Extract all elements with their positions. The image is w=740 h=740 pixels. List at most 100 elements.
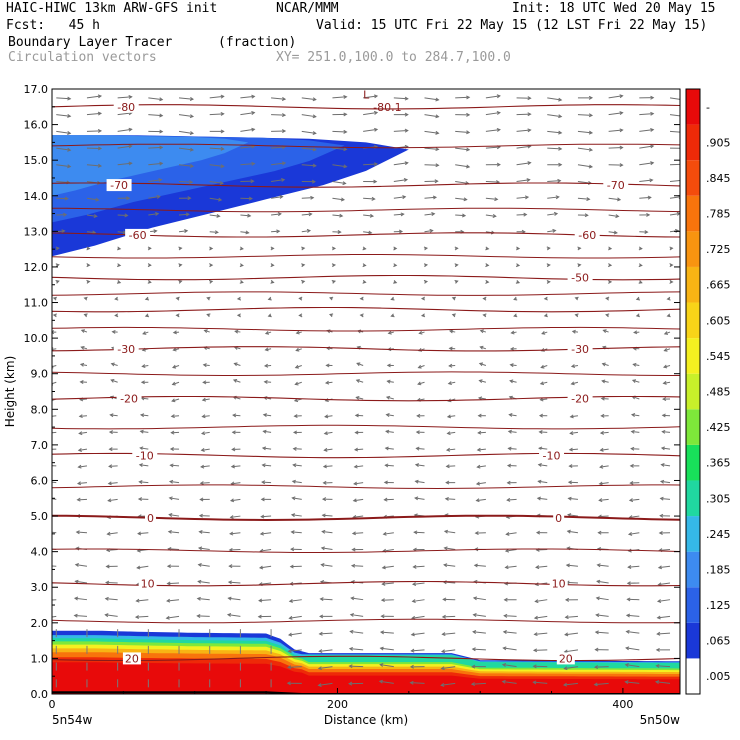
vector-arrowhead: [475, 481, 481, 486]
vector-arrow: [412, 615, 425, 619]
vector-arrowhead: [386, 363, 391, 368]
vector-arrowhead: [286, 681, 291, 686]
vector-arrowhead: [485, 263, 490, 268]
vector-arrow: [655, 681, 671, 684]
vector-arrowhead: [432, 195, 438, 200]
vector-arrowhead: [429, 228, 434, 233]
y-tick-label: 14.0: [24, 190, 49, 203]
vector-arrowhead: [537, 463, 542, 467]
vector-arrowhead: [625, 613, 631, 618]
vector-arrow: [148, 213, 159, 216]
vector-arrowhead: [662, 397, 667, 402]
vector-arrowhead: [312, 114, 317, 119]
vector-arrowhead: [295, 330, 300, 335]
isotherm-0: [52, 514, 680, 522]
vector-arrowhead: [348, 681, 353, 686]
isotherm-label: -30: [117, 343, 135, 356]
vector-arrowhead: [231, 447, 236, 452]
isotherm-label-bg: [132, 449, 158, 462]
vector-arrowhead: [324, 380, 330, 385]
vector-arrowhead: [608, 246, 613, 251]
vector-arrowhead: [557, 178, 562, 183]
colorbar-swatch: [686, 409, 700, 445]
vector-arrowhead: [434, 179, 439, 184]
vector-arrowhead: [479, 345, 484, 350]
vector-arrow: [639, 162, 654, 166]
vector-arrowhead: [189, 163, 195, 168]
vector-arrowhead: [107, 481, 112, 486]
vector-arrowhead: [479, 329, 484, 334]
vector-arrowhead: [197, 563, 202, 567]
vector-arrowhead: [147, 263, 152, 268]
vector-arrowhead: [270, 246, 275, 251]
vector-arrowhead: [258, 598, 263, 603]
vector-arrowhead: [373, 179, 378, 184]
vector-arrow: [571, 381, 579, 385]
vector-arrow: [117, 96, 132, 99]
vector-arrowhead: [301, 263, 306, 268]
vector-arrow: [577, 197, 590, 200]
vector-arrow: [261, 515, 272, 518]
vector-arrow: [424, 147, 439, 150]
vector-arrowhead: [681, 98, 684, 101]
vector-arrow: [288, 632, 302, 636]
vector-arrowhead: [52, 330, 55, 335]
vector-arrowhead: [77, 464, 82, 469]
vector-arrowhead: [359, 296, 364, 301]
vector-arrowhead: [171, 381, 176, 386]
vector-arrow: [626, 630, 640, 634]
vector-arrowhead: [666, 296, 671, 301]
vector-arrowhead: [466, 112, 471, 117]
vector-arrow: [662, 431, 671, 433]
vector-arrow: [301, 213, 312, 216]
vector-arrowhead: [270, 279, 275, 284]
vector-arrowhead: [136, 565, 141, 570]
vector-arrow: [516, 145, 531, 149]
vector-arrow: [631, 448, 640, 450]
forecast-hour: Fcst: 45 h: [6, 18, 100, 33]
vector-arrowhead: [135, 598, 140, 603]
vector-arrowhead: [200, 464, 205, 469]
vector-arrow: [140, 414, 149, 417]
vector-arrow: [597, 580, 609, 584]
vector-arrow: [596, 614, 609, 617]
vector-arrowhead: [320, 563, 325, 567]
vector-arrowhead: [447, 381, 452, 385]
vector-arrow: [79, 431, 88, 434]
isotherm--40: [52, 306, 680, 313]
vector-arrowhead: [353, 481, 358, 486]
y-tick-label: 2.0: [31, 617, 49, 630]
colorbar-swatch: [686, 89, 700, 125]
vector-arrowhead: [339, 213, 344, 218]
vector-arrow: [416, 447, 425, 450]
vector-arrowhead: [646, 212, 651, 217]
vector-arrowhead: [523, 212, 528, 217]
vector-arrow: [352, 532, 364, 535]
vector-arrowhead: [175, 296, 180, 301]
vector-arrow: [201, 448, 210, 451]
vector-arrowhead: [387, 330, 392, 335]
isotherm-label: -20: [571, 393, 589, 406]
vector-arrow: [503, 647, 517, 651]
vector-arrowhead: [219, 181, 224, 185]
vector-arrowhead: [267, 313, 272, 318]
tracer-lower-band-8: [52, 662, 680, 694]
vector-arrow: [539, 431, 548, 433]
vector-arrow: [301, 130, 316, 134]
vector-arrowhead: [229, 498, 235, 503]
vector-arrow: [507, 498, 517, 501]
vector-arrow: [363, 128, 378, 132]
vector-arrowhead: [398, 229, 404, 234]
vector-arrowhead: [400, 212, 405, 217]
y-tick-label: 11.0: [24, 297, 49, 310]
vector-arrow: [669, 114, 680, 117]
vector-arrowhead: [663, 331, 669, 335]
vector-arrow: [455, 130, 470, 133]
vector-arrowhead: [301, 279, 306, 284]
vector-arrow: [356, 379, 364, 383]
vector-arrow: [78, 465, 88, 468]
vector-arrow: [171, 398, 180, 402]
init-time: Init: 18 UTC Wed 20 May 15: [512, 1, 716, 16]
vector-arrow: [260, 532, 272, 535]
vector-arrow: [178, 114, 194, 117]
